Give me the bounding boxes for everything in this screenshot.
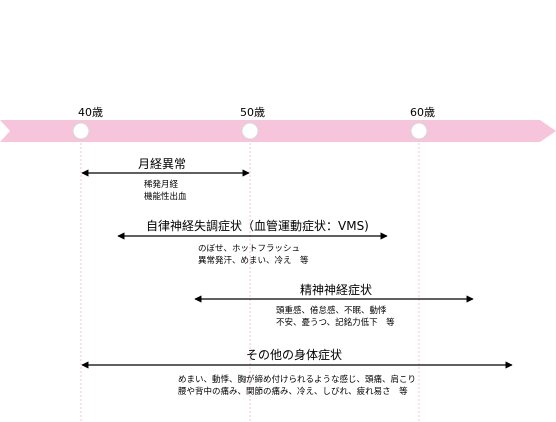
physical-note-1: めまい、動悸、胸が締め付けられるような感じ、頭痛、肩こり — [178, 375, 417, 385]
physical-title: その他の身体症状 — [246, 348, 343, 362]
age-marker-50 — [241, 122, 259, 140]
psych-note-1: 頭重感、倦怠感、不眠、動悸 — [276, 306, 387, 316]
menstrual-note-1: 稀発月経 — [144, 180, 179, 190]
physical-note-2: 腰や背中の痛み、関節の痛み、冷え、しびれ、疲れ易さ 等 — [178, 387, 408, 397]
psych-note-2: 不安、憂うつ、記銘力低下 等 — [276, 318, 395, 328]
age-label-50: 50歳 — [240, 106, 265, 119]
menstrual-title: 月経異常 — [138, 157, 187, 171]
age-marker-40 — [72, 122, 90, 140]
menstrual-note-2: 機能性出血 — [144, 192, 187, 202]
age-label-40: 40歳 — [78, 106, 103, 119]
age-label-60: 60歳 — [410, 106, 435, 119]
autonomic-note-1: のぼせ、ホットフラッシュ — [198, 244, 301, 254]
psych-title: 精神神経症状 — [300, 283, 373, 297]
age-marker-60 — [410, 122, 428, 140]
autonomic-title: 自律神経失調症状（血管運動症状：VMS) — [146, 219, 369, 233]
autonomic-note-2: 異常発汗、めまい、冷え 等 — [198, 256, 309, 266]
